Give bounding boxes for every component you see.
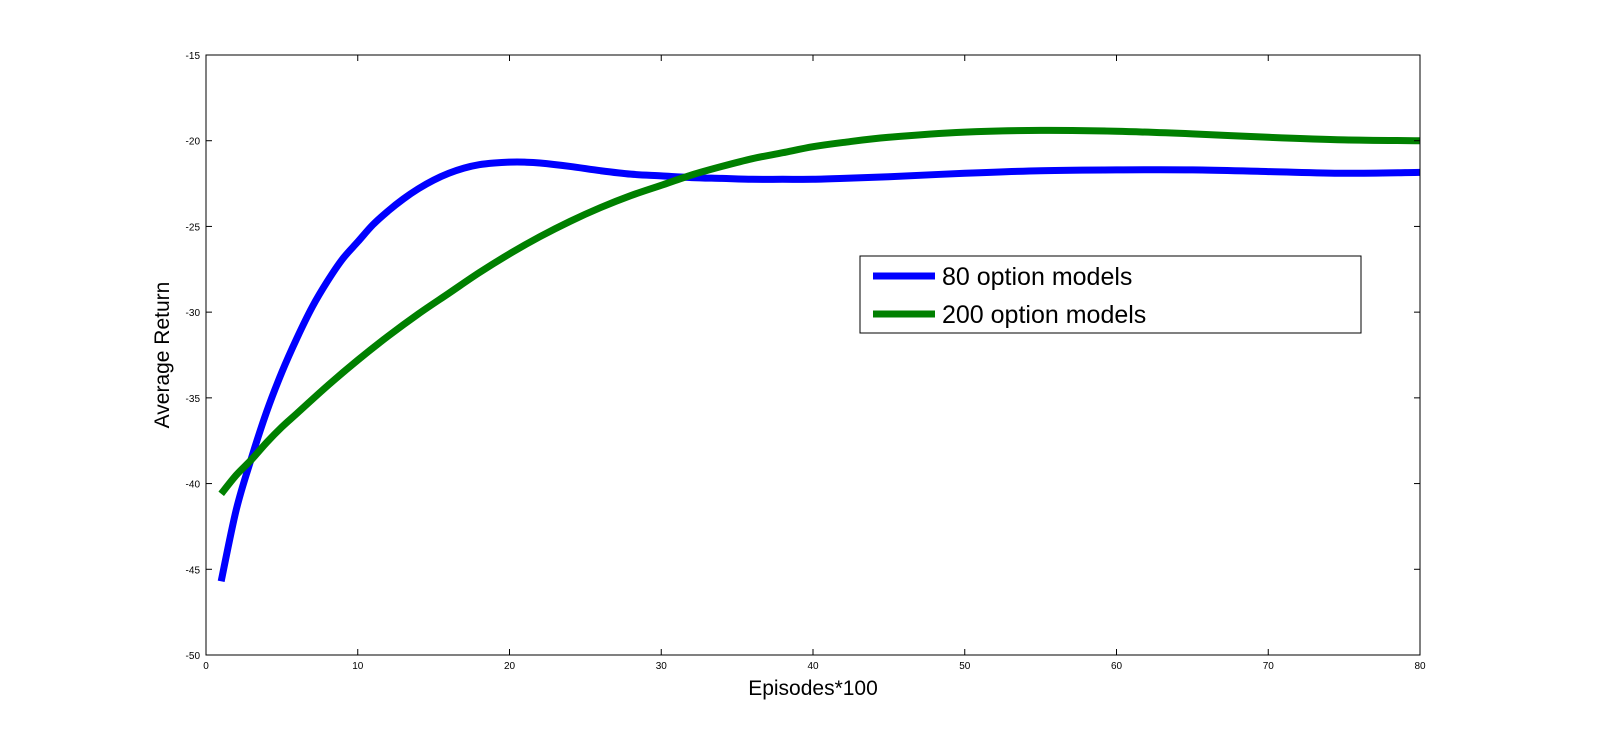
plot-background <box>206 55 1420 655</box>
y-tick-label: -35 <box>186 394 201 405</box>
legend-box <box>859 255 1362 334</box>
x-tick-label: 60 <box>1111 661 1123 672</box>
y-tick-label: -25 <box>186 222 201 233</box>
y-tick-label: -40 <box>186 480 201 491</box>
x-tick-label: 20 <box>504 661 516 672</box>
x-tick-label: 10 <box>352 661 364 672</box>
y-tick-label: -15 <box>186 51 201 62</box>
x-tick-label: 0 <box>203 661 209 672</box>
y-tick-label: -45 <box>186 565 201 576</box>
y-tick-label: -30 <box>186 308 201 319</box>
series-line-200-option-models <box>218 126 1421 497</box>
tick-layer: 0 10 20 30 40 50 60 70 80 -50 -45 -40 -35 -30 -25 -20 -1… <box>186 51 1426 672</box>
x-tick-label: 80 <box>1414 661 1426 672</box>
legend: 80 option models 200 option models <box>859 255 1362 334</box>
x-axis-label: Episodes*100 <box>748 677 878 700</box>
legend-label-200-option-models: 200 option models <box>942 301 1146 329</box>
x-tick-label: 50 <box>959 661 971 672</box>
legend-label-80-option-models: 80 option models <box>942 263 1132 291</box>
series-layer <box>217 126 1421 583</box>
x-tick-label: 40 <box>807 661 819 672</box>
x-tick-label: 70 <box>1263 661 1275 672</box>
y-axis-label: Average Return <box>151 282 174 429</box>
y-tick-label: -20 <box>186 137 201 148</box>
x-tick-label: 30 <box>656 661 668 672</box>
y-tick-label: -50 <box>186 651 201 662</box>
series-line-80-option-models <box>217 158 1421 583</box>
